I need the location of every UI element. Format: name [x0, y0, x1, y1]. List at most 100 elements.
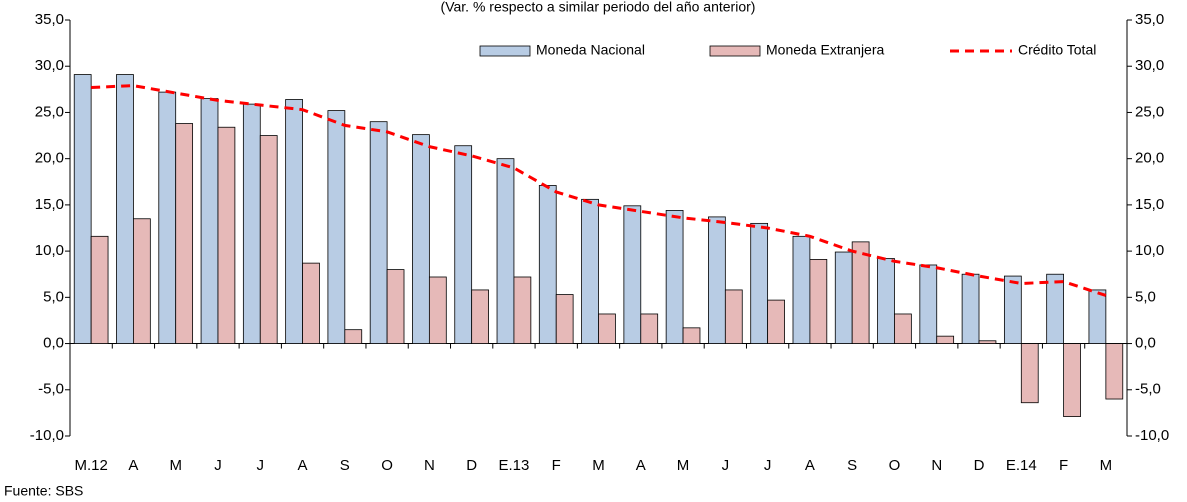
source: Fuente: SBS — [4, 483, 83, 499]
bar — [327, 110, 346, 344]
y2-tick-label: -5,0 — [1135, 381, 1161, 398]
bar — [242, 103, 261, 344]
y2-tick-label: 0,0 — [1135, 335, 1156, 352]
bar — [200, 98, 219, 344]
bar — [750, 222, 769, 344]
bar — [581, 198, 599, 344]
x-tick-label: A — [805, 457, 815, 474]
bar — [90, 235, 109, 344]
y-tick-label: 20,0 — [35, 150, 64, 167]
x-tick-label: E.13 — [499, 457, 530, 474]
bar — [175, 123, 194, 344]
bar — [158, 91, 177, 344]
bar — [961, 273, 980, 344]
bar — [428, 276, 447, 344]
bar — [133, 218, 151, 344]
x-tick-label: F — [552, 457, 561, 474]
bar — [809, 259, 828, 344]
y-tick-label: 25,0 — [35, 103, 64, 120]
legend-swatch — [479, 45, 531, 57]
legend-label: Crédito Total — [1018, 42, 1096, 58]
bar — [894, 313, 912, 344]
y-tick-label: 15,0 — [35, 196, 64, 213]
bar — [682, 327, 701, 344]
bar — [598, 313, 616, 344]
legend-label: Moneda Nacional — [536, 42, 645, 58]
y2-tick-label: -10,0 — [1135, 427, 1169, 444]
y2-tick-label: 35,0 — [1135, 11, 1164, 28]
x-tick-label: J — [764, 457, 772, 474]
bar — [217, 126, 236, 344]
x-tick-label: M — [677, 457, 690, 474]
x-tick-label: A — [298, 457, 308, 474]
x-tick-label: M.12 — [74, 457, 107, 474]
bar — [1105, 343, 1124, 400]
y-tick-label: -5,0 — [38, 381, 64, 398]
y-tick-label: 0,0 — [43, 335, 64, 352]
bar — [285, 99, 303, 344]
bar — [471, 289, 489, 344]
y2-tick-label: 25,0 — [1135, 103, 1164, 120]
bar — [623, 205, 642, 344]
bar — [555, 294, 574, 344]
bar — [851, 241, 870, 344]
bar — [936, 335, 955, 344]
bar — [877, 258, 895, 344]
bar — [116, 74, 134, 344]
legend-label: Moneda Extranjera — [766, 42, 885, 58]
x-tick-label: N — [424, 457, 435, 474]
y-tick-label: 35,0 — [35, 11, 64, 28]
bar — [513, 276, 532, 344]
line — [91, 84, 1107, 297]
bar — [792, 235, 811, 344]
x-tick-label: O — [889, 457, 901, 474]
bar — [412, 134, 430, 344]
x-tick-label: A — [636, 457, 646, 474]
y2-tick-label: 30,0 — [1135, 57, 1164, 74]
bar — [1003, 275, 1022, 344]
bar — [302, 262, 320, 344]
y2-tick-label: 5,0 — [1135, 288, 1156, 305]
bar — [919, 264, 938, 344]
bar — [73, 74, 92, 344]
x-tick-label: A — [128, 457, 138, 474]
y2-tick-label: 10,0 — [1135, 242, 1164, 259]
chart-subtitle: (Var. % respecto a similar periodo del a… — [441, 0, 756, 15]
x-tick-label: J — [722, 457, 730, 474]
y-tick-label: -10,0 — [30, 427, 64, 444]
bar — [767, 299, 785, 344]
bar — [834, 251, 853, 344]
bar — [978, 340, 997, 344]
bar — [386, 269, 405, 344]
y2-tick-label: 15,0 — [1135, 196, 1164, 213]
bar — [344, 329, 363, 344]
bar — [724, 289, 743, 344]
x-tick-label: M — [1100, 457, 1113, 474]
x-tick-label: D — [974, 457, 985, 474]
x-tick-label: J — [214, 457, 222, 474]
bar — [1088, 289, 1107, 344]
x-tick-label: J — [257, 457, 265, 474]
x-tick-label: N — [931, 457, 942, 474]
bar — [496, 158, 515, 344]
bar — [369, 121, 388, 344]
x-tick-label: O — [381, 457, 393, 474]
y-tick-label: 10,0 — [35, 242, 64, 259]
x-tick-label: D — [466, 457, 477, 474]
bar — [538, 185, 557, 344]
y-tick-label: 30,0 — [35, 57, 64, 74]
y2-tick-label: 20,0 — [1135, 150, 1164, 167]
bar — [259, 135, 278, 344]
x-tick-label: M — [592, 457, 605, 474]
x-tick-label: S — [847, 457, 857, 474]
x-tick-label: M — [169, 457, 182, 474]
x-tick-label: S — [340, 457, 350, 474]
bar — [640, 313, 659, 344]
x-tick-label: F — [1059, 457, 1068, 474]
bar — [1063, 343, 1081, 417]
bar — [708, 216, 726, 344]
bar — [1046, 273, 1064, 344]
bar — [454, 145, 473, 344]
bar — [1020, 343, 1039, 404]
